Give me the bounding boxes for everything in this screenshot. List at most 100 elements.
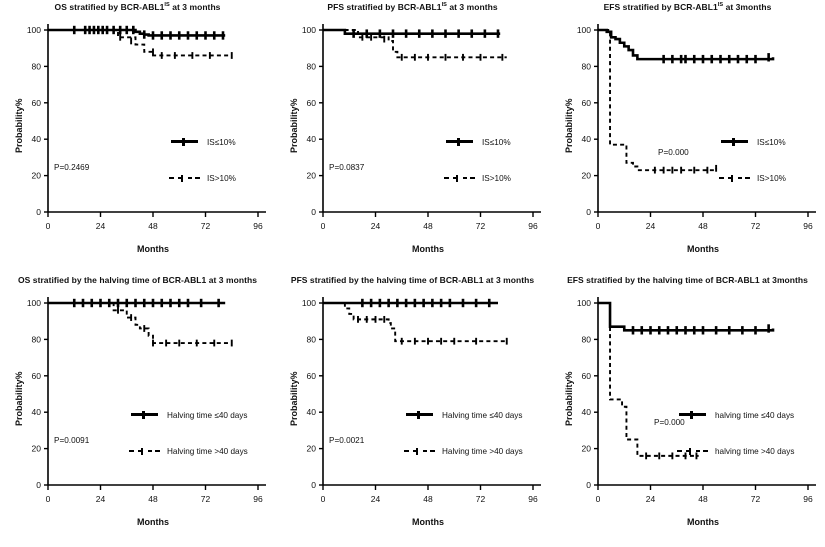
x-tick-label: 0 [596, 221, 601, 231]
panel-title: EFS stratified by the halving time of BC… [550, 275, 825, 286]
legend-dash [719, 177, 724, 179]
x-tick-label: 24 [96, 221, 106, 231]
legend-dash [470, 177, 475, 179]
legend-dash [463, 177, 467, 179]
x-tick-label: 24 [96, 494, 106, 504]
x-tick-label: 72 [201, 494, 211, 504]
x-tick-label: 96 [528, 221, 538, 231]
legend-label: IS>10% [757, 173, 786, 183]
chart-panel-efs-is-3m: EFS stratified by BCR-ABL1IS at 3months 0… [550, 0, 825, 273]
legend-solid-line-icon [403, 409, 437, 421]
y-tick-label: 100 [27, 25, 41, 35]
legend-dash [138, 450, 142, 452]
legend: Halving time ≤40 days Halving time >40 da… [128, 404, 248, 462]
legend-dash [430, 450, 435, 452]
y-axis-label: Probability% [289, 98, 299, 153]
survival-curve [323, 29, 507, 59]
panel-title: PFS stratified by the halving time of BC… [275, 275, 550, 286]
legend: IS≤10% IS>10% [443, 131, 511, 189]
survival-curve [323, 28, 501, 35]
legend-label: IS≤10% [207, 137, 236, 147]
p-value-annotation: P=0.000 [654, 418, 685, 427]
y-tick-label: 40 [582, 134, 592, 144]
x-tick-label: 0 [321, 494, 326, 504]
x-tick-label: 72 [476, 221, 486, 231]
plot-area: 0 20 40 60 80 100 0 24 48 72 96 [302, 297, 541, 504]
series-dashed [598, 302, 699, 460]
legend-label: Halving time ≤40 days [442, 410, 523, 420]
chart-panel-os-halving-3m: OS stratified by the halving time of BCR… [0, 273, 275, 546]
x-axis-label: Months [412, 517, 444, 527]
x-tick-label: 24 [646, 494, 656, 504]
chart-panel-os-is-3m: OS stratified by BCR-ABL1IS at 3 months 0… [0, 0, 275, 273]
panel-title-superscript: IS [717, 2, 724, 9]
panel-title: OS stratified by the halving time of BCR… [0, 275, 275, 286]
legend-label: Halving time >40 days [167, 446, 248, 456]
y-tick-label: 60 [582, 371, 592, 381]
x-tick-label: 48 [423, 221, 433, 231]
x-tick-label: 72 [476, 494, 486, 504]
legend-solid-line-icon [443, 136, 477, 148]
x-tick-label: 0 [321, 221, 326, 231]
legend-censor-tick [181, 174, 183, 182]
legend-dashed-line-icon [168, 172, 202, 184]
legend-censor-tick [690, 410, 694, 419]
x-tick-label: 96 [528, 494, 538, 504]
x-tick-label: 24 [371, 221, 381, 231]
y-tick-label: 40 [582, 407, 592, 417]
x-tick-label: 96 [803, 494, 813, 504]
y-tick-label: 80 [307, 334, 317, 344]
y-tick-label: 0 [586, 480, 591, 490]
y-tick-label: 80 [582, 334, 592, 344]
legend-item: IS≤10% [168, 131, 236, 153]
panel-title-suffix: at 3 months [446, 2, 498, 12]
legend-dash [404, 450, 409, 452]
legend-dash [423, 450, 427, 452]
legend-item: Halving time ≤40 days [128, 404, 248, 426]
legend-solid-line-icon [168, 136, 202, 148]
series-solid [598, 301, 775, 335]
legend-solid-line-icon [128, 409, 162, 421]
legend-dash [703, 450, 708, 452]
legend-dash [696, 450, 700, 452]
y-tick-label: 100 [577, 298, 591, 308]
legend-dash [677, 450, 682, 452]
panel-title-superscript: IS [441, 2, 447, 9]
legend-dashed-line-icon [718, 172, 752, 184]
y-tick-label: 100 [302, 298, 316, 308]
y-tick-label: 20 [32, 444, 42, 454]
legend-label: Halving time ≤40 days [167, 410, 248, 420]
panel-title-superscript: IS [164, 2, 170, 9]
x-tick-label: 72 [751, 221, 761, 231]
x-tick-label: 96 [803, 221, 813, 231]
p-value-annotation: P=0.000 [658, 148, 689, 157]
legend-item: halving time ≤40 days [676, 404, 794, 426]
y-axis-label: Probability% [14, 371, 24, 426]
x-tick-label: 48 [698, 494, 708, 504]
legend-censor-tick [182, 137, 186, 146]
legend-dash [129, 450, 134, 452]
legend-dashed-line-icon [403, 445, 437, 457]
series-dashed [323, 302, 508, 345]
survival-curve [323, 302, 507, 343]
legend-censor-tick [142, 410, 146, 419]
panel-title-text: OS stratified by BCR-ABL1 [54, 2, 165, 12]
chart-panel-efs-halving-3m: EFS stratified by the halving time of BC… [550, 273, 825, 546]
legend-dash [453, 177, 457, 179]
y-tick-label: 60 [32, 371, 42, 381]
survival-curve [598, 28, 775, 61]
x-axis-label: Months [687, 517, 719, 527]
legend-label: IS>10% [482, 173, 511, 183]
y-tick-label: 80 [32, 61, 42, 71]
p-value-annotation: P=0.2469 [54, 163, 90, 172]
y-tick-label: 80 [582, 61, 592, 71]
legend-item: IS≤10% [443, 131, 511, 153]
legend-solid-line-icon [676, 409, 710, 421]
legend-dashed-line-icon [676, 445, 710, 457]
legend-label: IS>10% [207, 173, 236, 183]
panel-title: PFS stratified by BCR-ABL1IS at 3 months [275, 2, 550, 13]
panel-title: EFS stratified by BCR-ABL1IS at 3months [550, 2, 825, 13]
y-tick-label: 20 [582, 171, 592, 181]
y-tick-label: 20 [582, 444, 592, 454]
